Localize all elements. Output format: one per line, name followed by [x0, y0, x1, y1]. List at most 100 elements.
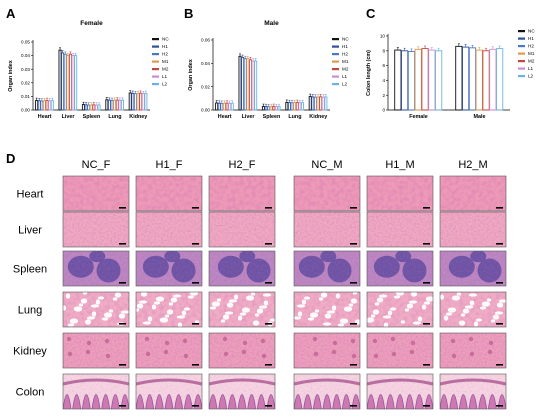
- histology-column-label: H1_F: [156, 159, 183, 171]
- bar: [295, 102, 299, 111]
- x-tick-label: Kidney: [129, 114, 147, 120]
- y-tick-label: 0.03: [21, 67, 30, 72]
- bar: [35, 100, 39, 111]
- bar: [68, 53, 72, 111]
- bar: [313, 96, 317, 111]
- bar: [311, 96, 315, 111]
- histology-tile-border: [208, 291, 276, 328]
- bar: [222, 102, 226, 111]
- legend-swatch: [518, 30, 525, 33]
- histology-tile: [135, 291, 203, 328]
- scale-bar: [496, 207, 503, 209]
- legend-swatch: [152, 75, 159, 78]
- legend-label: L2: [162, 82, 168, 87]
- legend-swatch: [332, 75, 339, 78]
- bar: [468, 47, 477, 111]
- bar: [290, 102, 294, 111]
- bar: [496, 48, 504, 111]
- histology-tile-border: [135, 250, 203, 287]
- bar: [243, 58, 247, 111]
- scale-bar: [265, 405, 272, 407]
- bar: [144, 92, 148, 111]
- x-tick-label: Liver: [242, 114, 256, 120]
- scale-bar: [265, 243, 272, 245]
- histology-tile-border: [293, 373, 361, 410]
- histology-tile-border: [439, 373, 507, 410]
- bar: [324, 96, 328, 111]
- histology-tile: [208, 211, 276, 248]
- histology-tile: [293, 211, 361, 248]
- y-tick-label: 0.00: [201, 108, 210, 113]
- scale-bar: [350, 243, 357, 245]
- histology-tile: [439, 211, 507, 248]
- histology-tile: [62, 250, 130, 287]
- histology-tile: [135, 373, 203, 410]
- x-tick-label: Female: [409, 114, 428, 120]
- scale-bar: [192, 323, 199, 325]
- scale-bar: [350, 323, 357, 325]
- bar: [428, 49, 436, 111]
- histology-tile-border: [439, 175, 507, 212]
- scale-bar: [192, 364, 199, 366]
- bar: [475, 49, 483, 111]
- bar: [455, 45, 463, 111]
- bar: [50, 100, 54, 111]
- y-tick-label: 10: [380, 34, 386, 39]
- x-tick-label: Heart: [218, 114, 232, 120]
- histology-column-label: H1_M: [385, 159, 414, 171]
- scale-bar: [423, 282, 430, 284]
- bar: [66, 55, 70, 111]
- bar: [217, 102, 221, 111]
- legend-swatch: [518, 45, 525, 48]
- histology-tile: [293, 250, 361, 287]
- x-tick-label: Spleen: [83, 114, 101, 120]
- histology-column-label: H2_M: [458, 159, 487, 171]
- bar: [230, 102, 234, 111]
- legend-swatch: [152, 60, 159, 63]
- bar: [45, 100, 49, 111]
- scale-bar: [496, 282, 503, 284]
- legend-swatch: [152, 45, 159, 48]
- histology-tile: [62, 291, 130, 328]
- histology-tile: [62, 175, 130, 212]
- bar: [118, 99, 122, 111]
- scale-bar: [265, 282, 272, 284]
- y-axis-label: Organ index: [188, 59, 194, 90]
- y-tick-label: 8: [382, 48, 385, 53]
- histology-column-label: H2_F: [229, 159, 256, 171]
- y-tick-label: 0.01: [21, 94, 30, 99]
- histology-tile: [439, 175, 507, 212]
- bar: [92, 104, 96, 111]
- y-tick-label: 6: [382, 63, 385, 68]
- bar: [84, 104, 88, 111]
- bar: [319, 96, 323, 111]
- bar: [246, 58, 250, 111]
- bar: [489, 48, 497, 111]
- histology-tile: [366, 175, 434, 212]
- bar: [264, 106, 268, 111]
- bar: [316, 96, 320, 111]
- legend-label: M1: [342, 59, 349, 64]
- bar: [110, 100, 114, 111]
- y-axis-label: Organ index: [8, 60, 14, 91]
- histology-tile-border: [135, 291, 203, 328]
- histology-tile-border: [366, 291, 434, 328]
- bar: [274, 106, 278, 111]
- scale-bar: [192, 243, 199, 245]
- bar: [87, 104, 91, 111]
- bar: [139, 92, 143, 111]
- bar: [285, 101, 289, 111]
- histology-tile-border: [366, 332, 434, 369]
- bar: [321, 96, 325, 111]
- chart-colon-length: 0 2 4 6 8 10 Colon length (cm) Female Male NC H1 H2…: [366, 29, 535, 120]
- histology-column-label: NC_F: [82, 159, 111, 171]
- scale-bar: [192, 282, 199, 284]
- histology-tile: [135, 211, 203, 248]
- bar: [113, 99, 117, 111]
- histology-tile-border: [62, 250, 130, 287]
- histology-tile-border: [439, 211, 507, 248]
- histology-tile-border: [208, 250, 276, 287]
- x-tick-label: Lung: [288, 114, 301, 120]
- histology-tile: [135, 332, 203, 369]
- scale-bar: [423, 243, 430, 245]
